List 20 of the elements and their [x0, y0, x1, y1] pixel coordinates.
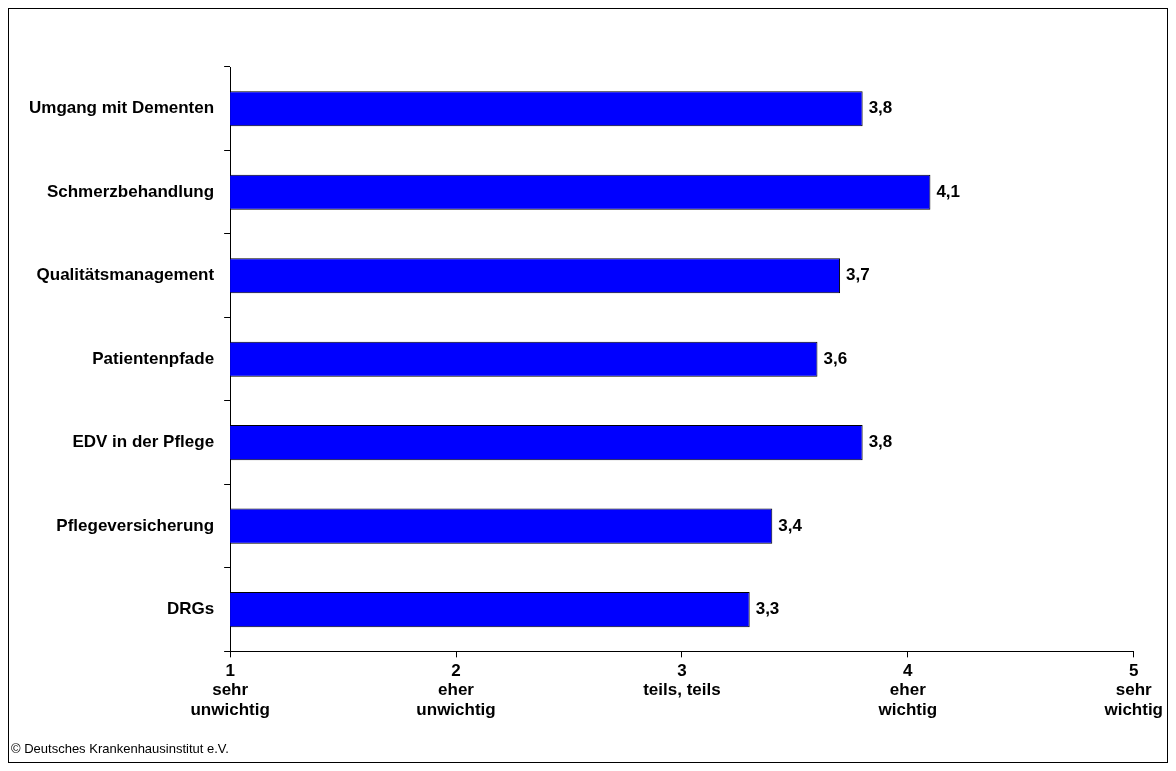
- data-label: 3,4: [778, 515, 803, 535]
- x-tick-label: 2 eher unwichtig: [416, 660, 496, 719]
- text: © Deutsches Krankenhausinstitut e.V.: [11, 741, 229, 756]
- x-tick-label: 3 teils, teils: [643, 660, 721, 700]
- x-tick-label: 1 sehr unwichtig: [190, 660, 270, 719]
- x-tick-label: 5 sehr wichtig: [1103, 660, 1163, 719]
- data-label: 3,8: [868, 432, 893, 452]
- y-tick-label: Patientenpfade: [92, 348, 215, 368]
- y-tick-label: Umgang mit Dementen: [28, 98, 215, 118]
- data-label: 4,1: [936, 181, 961, 201]
- x-tick-label: 4 eher wichtig: [877, 660, 938, 719]
- data-label: 3,7: [846, 265, 870, 285]
- data-label: 3,8: [868, 98, 893, 118]
- y-tick-label: Schmerzbehandlung: [46, 181, 215, 201]
- y-tick-label: DRGs: [166, 599, 215, 619]
- y-tick-label: EDV in der Pflege: [72, 432, 215, 452]
- data-label: 3,3: [755, 599, 780, 619]
- y-tick-label: Pflegeversicherung: [56, 515, 215, 535]
- data-label: 3,6: [823, 348, 848, 368]
- y-tick-label: Qualitätsmanagement: [36, 265, 215, 285]
